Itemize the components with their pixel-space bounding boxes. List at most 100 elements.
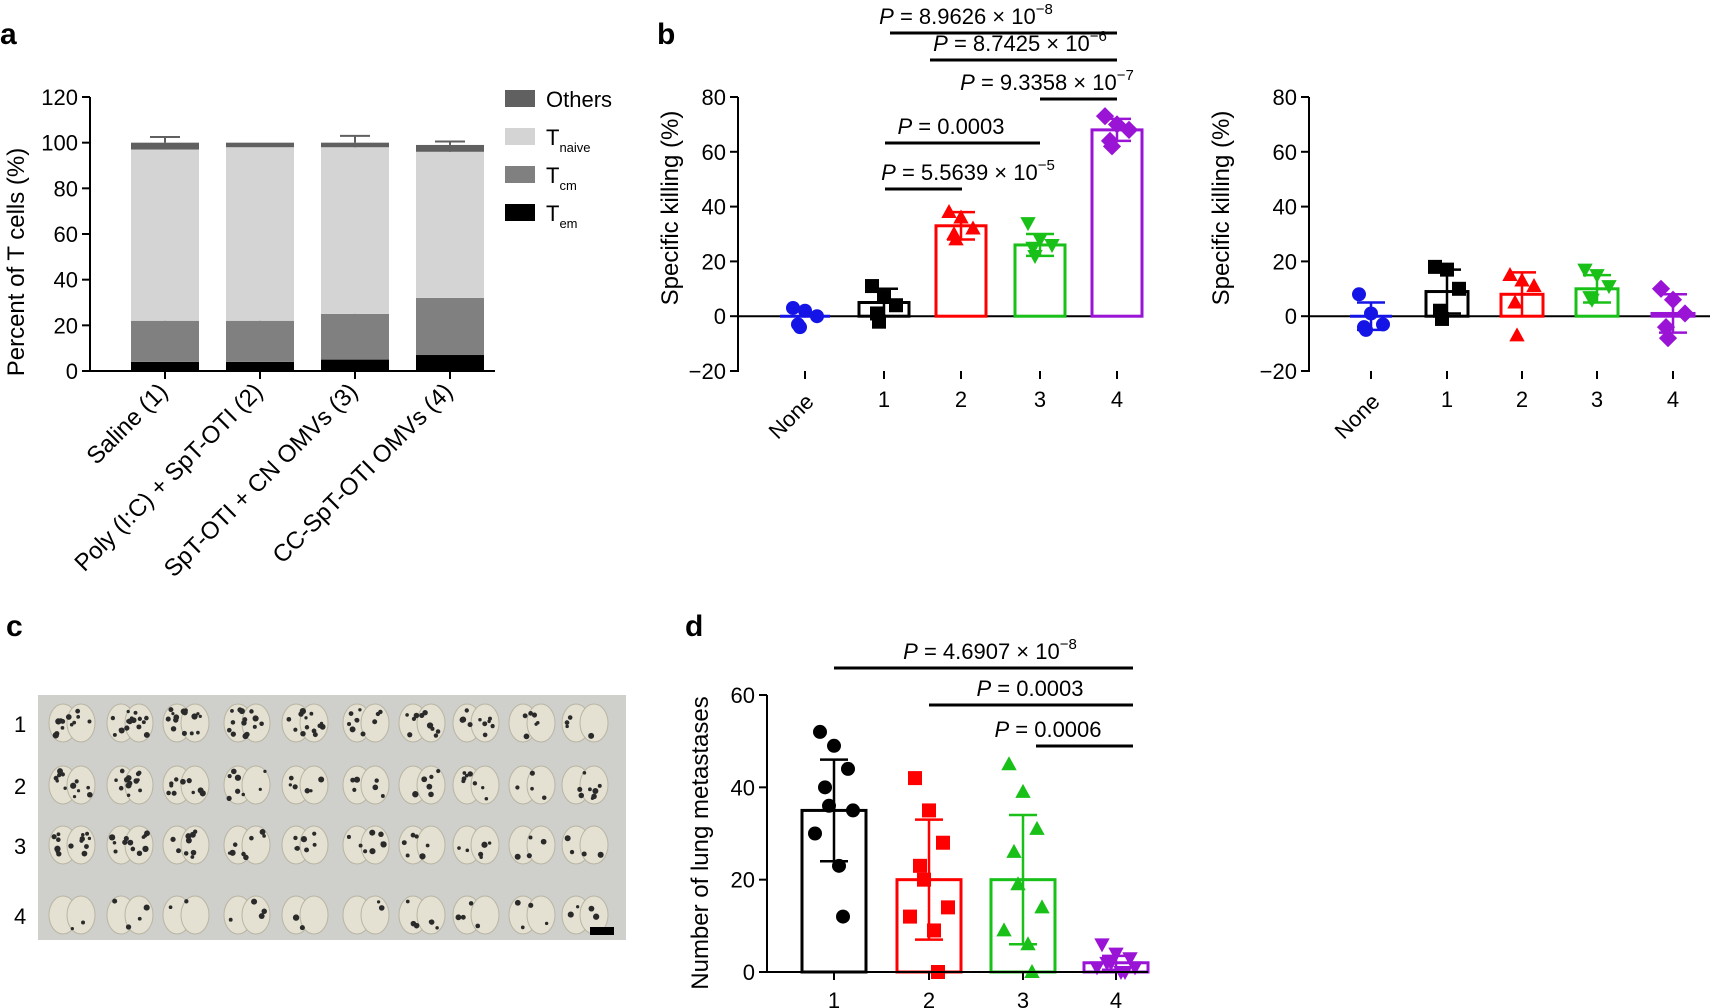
data-point bbox=[1119, 120, 1139, 139]
metastasis-spot bbox=[143, 731, 150, 738]
metastasis-spot bbox=[137, 716, 142, 722]
x-tick-label: 1 bbox=[1441, 387, 1453, 412]
metastasis-spot bbox=[263, 769, 267, 774]
metastasis-spot bbox=[126, 719, 131, 724]
photo-row-label: 4 bbox=[14, 904, 26, 929]
metastasis-spot bbox=[60, 725, 65, 730]
metastasis-spot bbox=[523, 733, 530, 740]
metastasis-spot bbox=[230, 720, 236, 725]
lung-lobe bbox=[526, 825, 556, 865]
metastasis-spot bbox=[81, 832, 85, 837]
data-point bbox=[1089, 961, 1105, 976]
lung-lobe bbox=[180, 703, 210, 743]
metastasis-spot bbox=[309, 711, 314, 716]
metastasis-spot bbox=[372, 719, 378, 725]
metastasis-spot bbox=[109, 834, 116, 841]
metastasis-spot bbox=[461, 776, 467, 782]
metastasis-spot bbox=[136, 850, 143, 856]
y-tick-label: 40 bbox=[702, 195, 726, 220]
lung-lobe bbox=[579, 825, 609, 865]
x-tick-label: None bbox=[764, 389, 819, 444]
data-point bbox=[798, 303, 812, 318]
metastasis-spot bbox=[63, 786, 67, 790]
metastasis-spot bbox=[52, 732, 59, 739]
p-value-label: P = 0.0006 bbox=[994, 717, 1101, 742]
data-point bbox=[1102, 137, 1122, 156]
metastasis-spot bbox=[358, 843, 363, 848]
metastasis-spot bbox=[410, 832, 416, 838]
metastasis-spot bbox=[293, 727, 298, 732]
metastasis-spot bbox=[227, 851, 232, 855]
legend-label: Tem bbox=[546, 201, 578, 231]
panel-d-chart: Number of lung metastases 0 20 40 60 1 2 3 4 P =… bbox=[687, 636, 1150, 1008]
metastasis-spot bbox=[125, 924, 132, 930]
y-tick-label: 0 bbox=[714, 304, 726, 329]
metastasis-spot bbox=[304, 725, 310, 730]
metastasis-spot bbox=[70, 782, 77, 789]
metastasis-spot bbox=[435, 729, 441, 734]
bar-segment bbox=[416, 355, 484, 371]
metastasis-spot bbox=[190, 855, 195, 859]
metastasis-spot bbox=[124, 725, 130, 731]
metastasis-spot bbox=[401, 840, 407, 846]
data-point bbox=[1435, 311, 1449, 326]
metastasis-spot bbox=[143, 833, 148, 838]
data-point bbox=[927, 923, 941, 938]
y-tick-label: 40 bbox=[1273, 195, 1297, 220]
metastasis-spot bbox=[487, 841, 492, 845]
photo-row-label: 1 bbox=[14, 712, 26, 737]
metastasis-spot bbox=[425, 843, 430, 848]
metastasis-spot bbox=[299, 925, 305, 931]
lung-lobe bbox=[299, 703, 329, 743]
data-point bbox=[808, 826, 822, 841]
metastasis-spot bbox=[185, 833, 192, 840]
data-point bbox=[889, 298, 903, 313]
panel-a-legend: Others Tnaive Tcm Tem bbox=[505, 87, 612, 231]
metastasis-spot bbox=[231, 768, 237, 775]
metastasis-spot bbox=[311, 728, 317, 734]
metastasis-spot bbox=[166, 790, 171, 796]
metastasis-spot bbox=[421, 776, 428, 783]
data-point bbox=[1103, 956, 1119, 971]
metastasis-spot bbox=[54, 845, 61, 852]
metastasis-spot bbox=[369, 829, 376, 836]
data-point bbox=[1034, 899, 1050, 914]
metastasis-spot bbox=[436, 768, 441, 774]
metastasis-spot bbox=[352, 787, 357, 792]
y-tick-label: 100 bbox=[41, 131, 78, 156]
metastasis-spot bbox=[597, 783, 602, 788]
lung-lobe bbox=[180, 895, 210, 935]
photo-lungs bbox=[48, 703, 609, 935]
metastasis-spot bbox=[414, 834, 419, 839]
x-tick-label: None bbox=[1330, 389, 1385, 444]
data-point bbox=[1032, 233, 1048, 248]
metastasis-spot bbox=[125, 775, 132, 781]
data-point bbox=[1514, 272, 1530, 287]
lung-lobe bbox=[360, 895, 390, 935]
data-point bbox=[1020, 936, 1036, 951]
metastasis-spot bbox=[168, 707, 174, 713]
data-point bbox=[1001, 756, 1017, 771]
data-point bbox=[1107, 115, 1127, 134]
metastasis-spot bbox=[228, 917, 233, 922]
metastasis-spot bbox=[457, 846, 461, 850]
metastasis-spot bbox=[592, 787, 599, 794]
lung-lobe bbox=[470, 765, 500, 805]
metastasis-spot bbox=[520, 925, 525, 930]
metastasis-spot bbox=[588, 905, 595, 912]
data-point bbox=[913, 858, 927, 873]
metastasis-spot bbox=[426, 783, 433, 790]
x-tick-label: 3 bbox=[1034, 387, 1046, 412]
metastasis-spot bbox=[528, 902, 534, 908]
metastasis-spot bbox=[578, 792, 585, 799]
metastasis-spot bbox=[137, 770, 142, 776]
metastasis-spot bbox=[464, 773, 469, 778]
y-tick-label: −20 bbox=[1260, 359, 1297, 384]
panel-letter-a: a bbox=[0, 18, 17, 51]
metastasis-spot bbox=[138, 788, 143, 793]
bar-segment bbox=[131, 142, 199, 150]
metastasis-spot bbox=[298, 711, 304, 717]
metastasis-spot bbox=[112, 732, 117, 737]
metastasis-spot bbox=[241, 720, 247, 726]
metastasis-spot bbox=[169, 783, 174, 788]
